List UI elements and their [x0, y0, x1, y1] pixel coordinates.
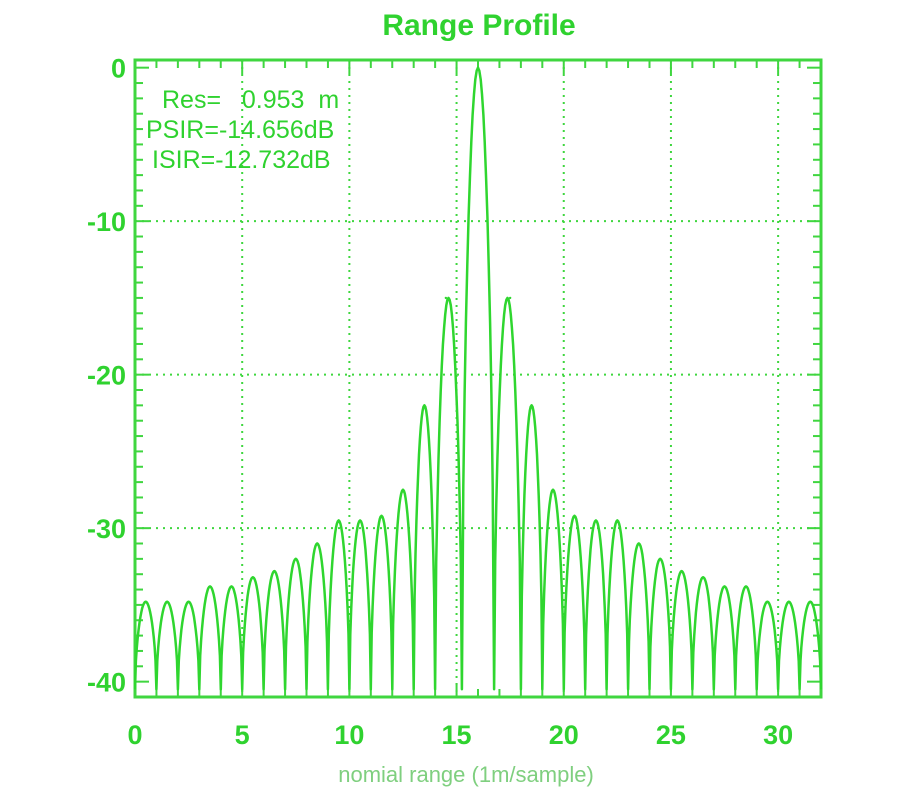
lobe-peak-point: [165, 600, 169, 604]
lobe-peak-point: [380, 514, 383, 518]
lobe-peak-point: [444, 296, 448, 300]
lobe-peak-point: [423, 404, 426, 407]
y-tick-label: -10: [87, 207, 126, 237]
resolution-annotation: Res= 0.953 m: [162, 86, 339, 114]
lobe-peak-point: [723, 585, 726, 588]
lobe-peak-point: [616, 519, 619, 522]
tick-label-layer: 0 5 10 15 20 25 30 0 -10 -20 -30 -40: [87, 54, 793, 750]
psir-annotation: PSIR=-14.656dB: [146, 116, 334, 144]
lobe-peak-point: [337, 519, 340, 522]
lobe-peak-point: [701, 576, 705, 579]
plot-frame: [133, 58, 823, 699]
x-tick-label: 5: [235, 720, 250, 750]
lobe-peak-point: [551, 488, 555, 491]
lobe-peak-point: [316, 542, 319, 545]
lobe-peak-point: [508, 296, 512, 300]
lobe-peak-point: [187, 600, 190, 604]
x-tick-label: 15: [442, 720, 472, 750]
y-tick-label: 0: [111, 54, 126, 84]
x-tick-label: 0: [127, 720, 142, 750]
x-tick-label: 10: [334, 720, 364, 750]
lobe-peak-point: [144, 600, 147, 604]
y-tick-label: -30: [87, 514, 126, 544]
lobe-peak-point: [594, 519, 598, 522]
lobe-peak-point: [401, 488, 405, 491]
lobe-peak-point: [530, 404, 533, 407]
lobe-peak-point: [358, 519, 362, 522]
isir-annotation: ISIR=-12.732dB: [152, 146, 331, 174]
lobe-peak-point: [637, 542, 640, 545]
lobe-peak-point: [230, 585, 233, 588]
lobe-peak-point: [476, 66, 480, 69]
lobe-peak-point: [680, 569, 683, 573]
lobe-peak-point: [766, 600, 769, 604]
x-tick-label: 20: [549, 720, 579, 750]
grid-layer: [135, 60, 821, 697]
chart-title: Range Profile: [382, 9, 575, 42]
x-tick-label: 25: [656, 720, 686, 750]
lobe-peak-point: [294, 557, 297, 561]
lobe-peak-point: [251, 576, 255, 579]
lobe-peak-point: [273, 569, 276, 573]
y-tick-label: -20: [87, 361, 126, 391]
lobe-peak-point: [573, 514, 576, 518]
x-tick-label: 30: [763, 720, 793, 750]
lobe-peak-point: [208, 585, 212, 588]
lobe-peak-point: [787, 600, 791, 604]
x-axis-label: nomial range (1m/sample): [338, 762, 594, 787]
lobe-peak-point: [809, 600, 812, 604]
y-tick-label: -40: [87, 668, 126, 698]
trace-layer: [133, 66, 823, 691]
lobe-peak-point: [744, 585, 748, 588]
lobe-peak-point: [659, 557, 662, 561]
